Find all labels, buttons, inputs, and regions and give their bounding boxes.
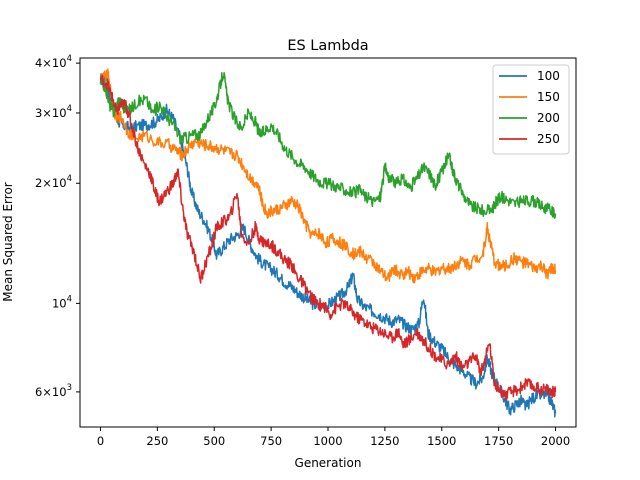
x-tick-label: 1000 <box>313 434 342 448</box>
series-line-200 <box>99 72 557 219</box>
y-tick-label: 104 <box>52 294 72 310</box>
x-tick-label: 1750 <box>484 434 513 448</box>
x-tick-label: 1500 <box>427 434 456 448</box>
y-axis-ticks: 6×103 104 2×104 3×104 4×104 <box>35 54 80 399</box>
legend-label-200: 200 <box>537 111 560 125</box>
x-axis-label: Generation <box>295 456 362 470</box>
x-tick-label: 250 <box>146 434 168 448</box>
x-tick-label: 2000 <box>541 434 570 448</box>
x-tick-label: 500 <box>203 434 225 448</box>
series-line-150 <box>99 68 557 284</box>
x-axis-ticks: 0 250 500 750 1000 1250 1500 1750 2000 <box>97 427 570 448</box>
series-line-100 <box>100 73 557 418</box>
chart-title: ES Lambda <box>287 38 368 54</box>
plot-lines <box>99 68 557 418</box>
legend: 100 150 200 250 <box>492 64 570 155</box>
y-tick-label: 6×103 <box>35 383 72 399</box>
x-tick-label: 750 <box>260 434 282 448</box>
y-tick-label: 4×104 <box>35 54 72 70</box>
legend-label-250: 250 <box>537 132 560 146</box>
y-tick-label: 2×104 <box>35 174 72 190</box>
legend-label-150: 150 <box>537 90 560 104</box>
x-tick-label: 1250 <box>370 434 399 448</box>
legend-label-100: 100 <box>537 69 560 83</box>
series-line-250 <box>99 74 557 401</box>
y-tick-label: 3×104 <box>35 104 72 120</box>
x-tick-label: 0 <box>97 434 104 448</box>
legend-box <box>492 64 570 155</box>
y-axis-label: Mean Squared Error <box>1 182 15 302</box>
